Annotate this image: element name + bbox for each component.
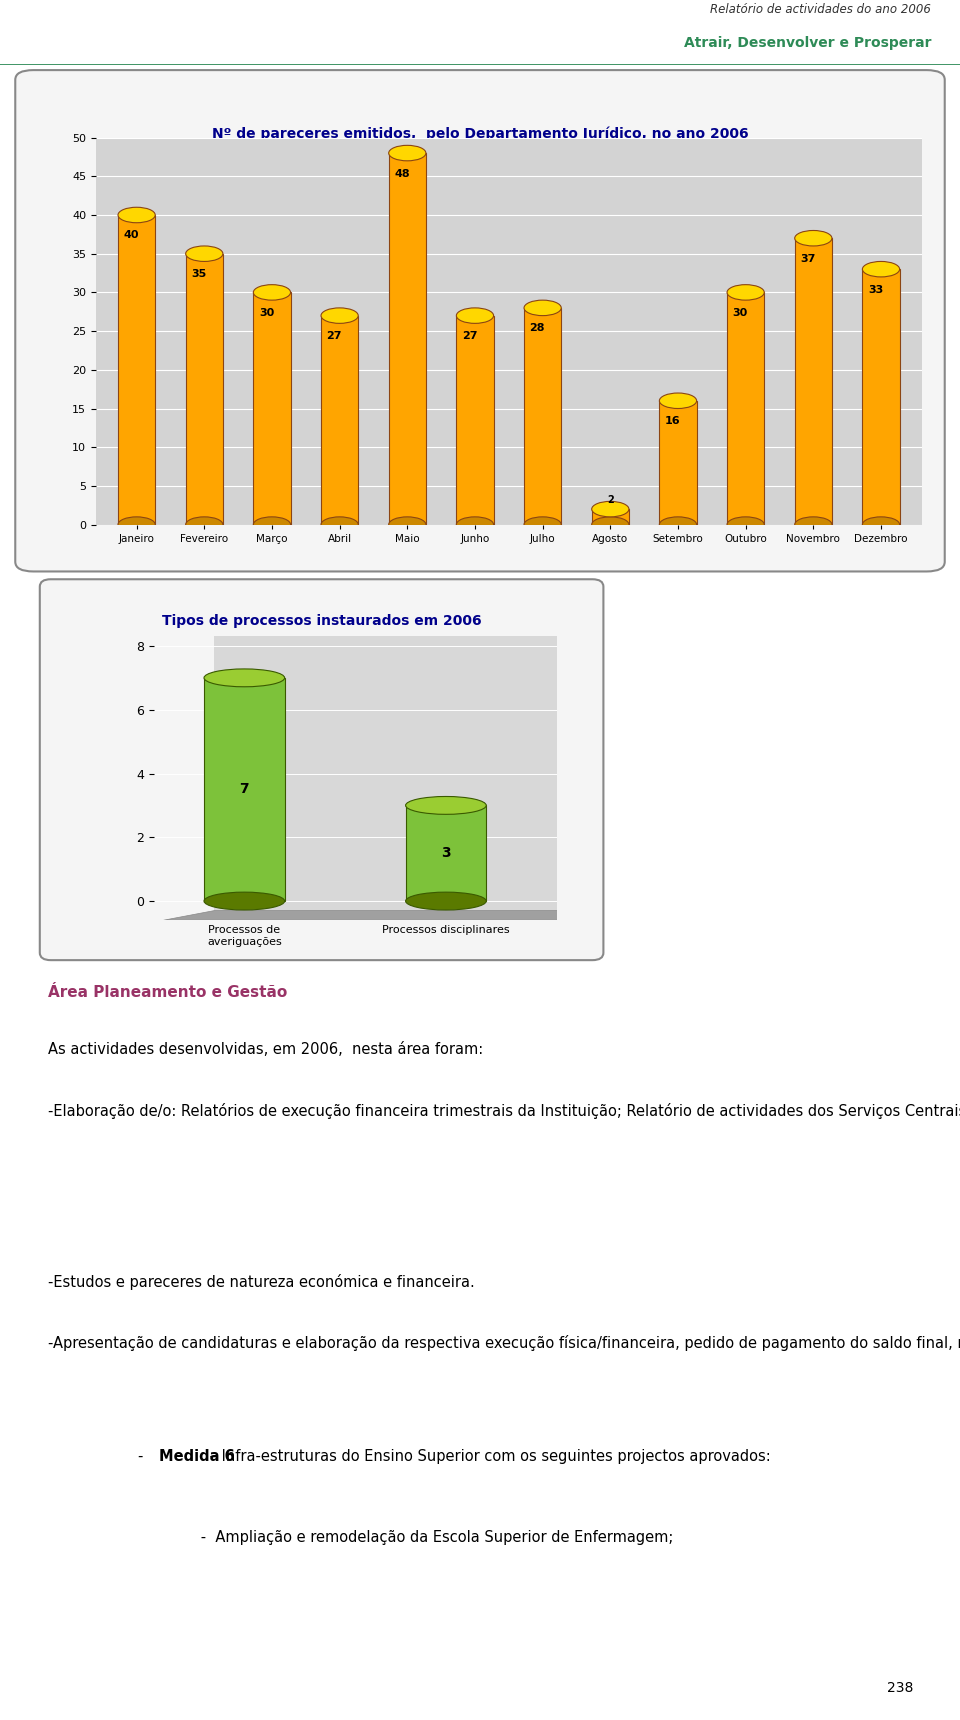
Text: 2: 2 bbox=[607, 495, 613, 506]
Ellipse shape bbox=[405, 796, 486, 814]
Ellipse shape bbox=[389, 518, 426, 533]
Text: 16: 16 bbox=[665, 416, 681, 427]
Bar bbox=[862, 270, 900, 525]
Text: Medida 6: Medida 6 bbox=[159, 1450, 235, 1464]
Ellipse shape bbox=[727, 518, 764, 533]
Bar bbox=[405, 805, 486, 901]
Text: -: - bbox=[101, 1450, 153, 1464]
Bar bbox=[185, 255, 223, 525]
Ellipse shape bbox=[862, 261, 900, 277]
FancyBboxPatch shape bbox=[15, 71, 945, 571]
Text: – Infra-estruturas do Ensino Superior com os seguintes projectos aprovados:: – Infra-estruturas do Ensino Superior co… bbox=[205, 1450, 771, 1464]
Text: Tipos de processos instaurados em 2006: Tipos de processos instaurados em 2006 bbox=[162, 614, 481, 628]
Ellipse shape bbox=[524, 301, 562, 316]
Ellipse shape bbox=[727, 286, 764, 301]
Bar bbox=[253, 292, 291, 525]
Ellipse shape bbox=[185, 246, 223, 261]
Ellipse shape bbox=[321, 308, 358, 323]
Bar bbox=[660, 401, 697, 525]
Bar bbox=[591, 509, 629, 525]
Ellipse shape bbox=[591, 518, 629, 533]
Ellipse shape bbox=[660, 518, 697, 533]
Text: As actividades desenvolvidas, em 2006,  nesta área foram:: As actividades desenvolvidas, em 2006, n… bbox=[48, 1042, 483, 1058]
Bar bbox=[795, 239, 832, 525]
Ellipse shape bbox=[405, 893, 486, 910]
Ellipse shape bbox=[185, 518, 223, 533]
Ellipse shape bbox=[795, 230, 832, 246]
Bar bbox=[204, 678, 284, 901]
Text: 35: 35 bbox=[191, 270, 206, 279]
Ellipse shape bbox=[321, 518, 358, 533]
Text: Relatório de actividades do ano 2006: Relatório de actividades do ano 2006 bbox=[710, 3, 931, 15]
Text: 3: 3 bbox=[441, 846, 451, 860]
Text: Área Planeamento e Gestão: Área Planeamento e Gestão bbox=[48, 986, 287, 1001]
Ellipse shape bbox=[862, 518, 900, 533]
Polygon shape bbox=[214, 630, 637, 910]
Bar bbox=[727, 292, 764, 525]
Text: 37: 37 bbox=[801, 255, 816, 263]
Text: 30: 30 bbox=[259, 308, 275, 318]
Text: 33: 33 bbox=[868, 286, 883, 294]
Text: 238: 238 bbox=[887, 1682, 914, 1696]
Ellipse shape bbox=[524, 518, 562, 533]
FancyBboxPatch shape bbox=[39, 580, 604, 960]
Bar bbox=[389, 153, 426, 525]
Bar bbox=[321, 316, 358, 525]
Text: 30: 30 bbox=[732, 308, 748, 318]
Text: 27: 27 bbox=[462, 332, 477, 341]
Text: 27: 27 bbox=[326, 332, 342, 341]
Ellipse shape bbox=[389, 146, 426, 162]
Ellipse shape bbox=[253, 286, 291, 301]
Ellipse shape bbox=[118, 518, 156, 533]
Ellipse shape bbox=[204, 893, 284, 910]
Text: -Estudos e pareceres de natureza económica e financeira.: -Estudos e pareceres de natureza económi… bbox=[48, 1275, 475, 1290]
Bar bbox=[524, 308, 562, 525]
Text: Nº de pareceres emitidos,  pelo Departamento Jurídico, no ano 2006: Nº de pareceres emitidos, pelo Departame… bbox=[212, 126, 748, 141]
Ellipse shape bbox=[591, 502, 629, 518]
Text: 7: 7 bbox=[239, 783, 250, 796]
Bar bbox=[456, 316, 493, 525]
Text: Atrair, Desenvolver e Prosperar: Atrair, Desenvolver e Prosperar bbox=[684, 36, 931, 50]
Ellipse shape bbox=[118, 208, 156, 224]
Ellipse shape bbox=[660, 394, 697, 409]
Text: -Apresentação de candidaturas e elaboração da respectiva execução física/finance: -Apresentação de candidaturas e elaboraç… bbox=[48, 1335, 960, 1352]
Text: -Elaboração de/o: Relatórios de execução financeira trimestrais da Instituição; : -Elaboração de/o: Relatórios de execução… bbox=[48, 1103, 960, 1120]
Text: 48: 48 bbox=[395, 169, 410, 179]
Text: 40: 40 bbox=[124, 230, 139, 241]
Bar bbox=[118, 215, 156, 525]
Ellipse shape bbox=[204, 669, 284, 686]
Ellipse shape bbox=[795, 518, 832, 533]
Text: 28: 28 bbox=[530, 323, 545, 334]
Text: -  Ampliação e remodelação da Escola Superior de Enfermagem;: - Ampliação e remodelação da Escola Supe… bbox=[136, 1531, 674, 1546]
Ellipse shape bbox=[456, 308, 493, 323]
Ellipse shape bbox=[253, 518, 291, 533]
Polygon shape bbox=[163, 910, 637, 920]
Ellipse shape bbox=[456, 518, 493, 533]
